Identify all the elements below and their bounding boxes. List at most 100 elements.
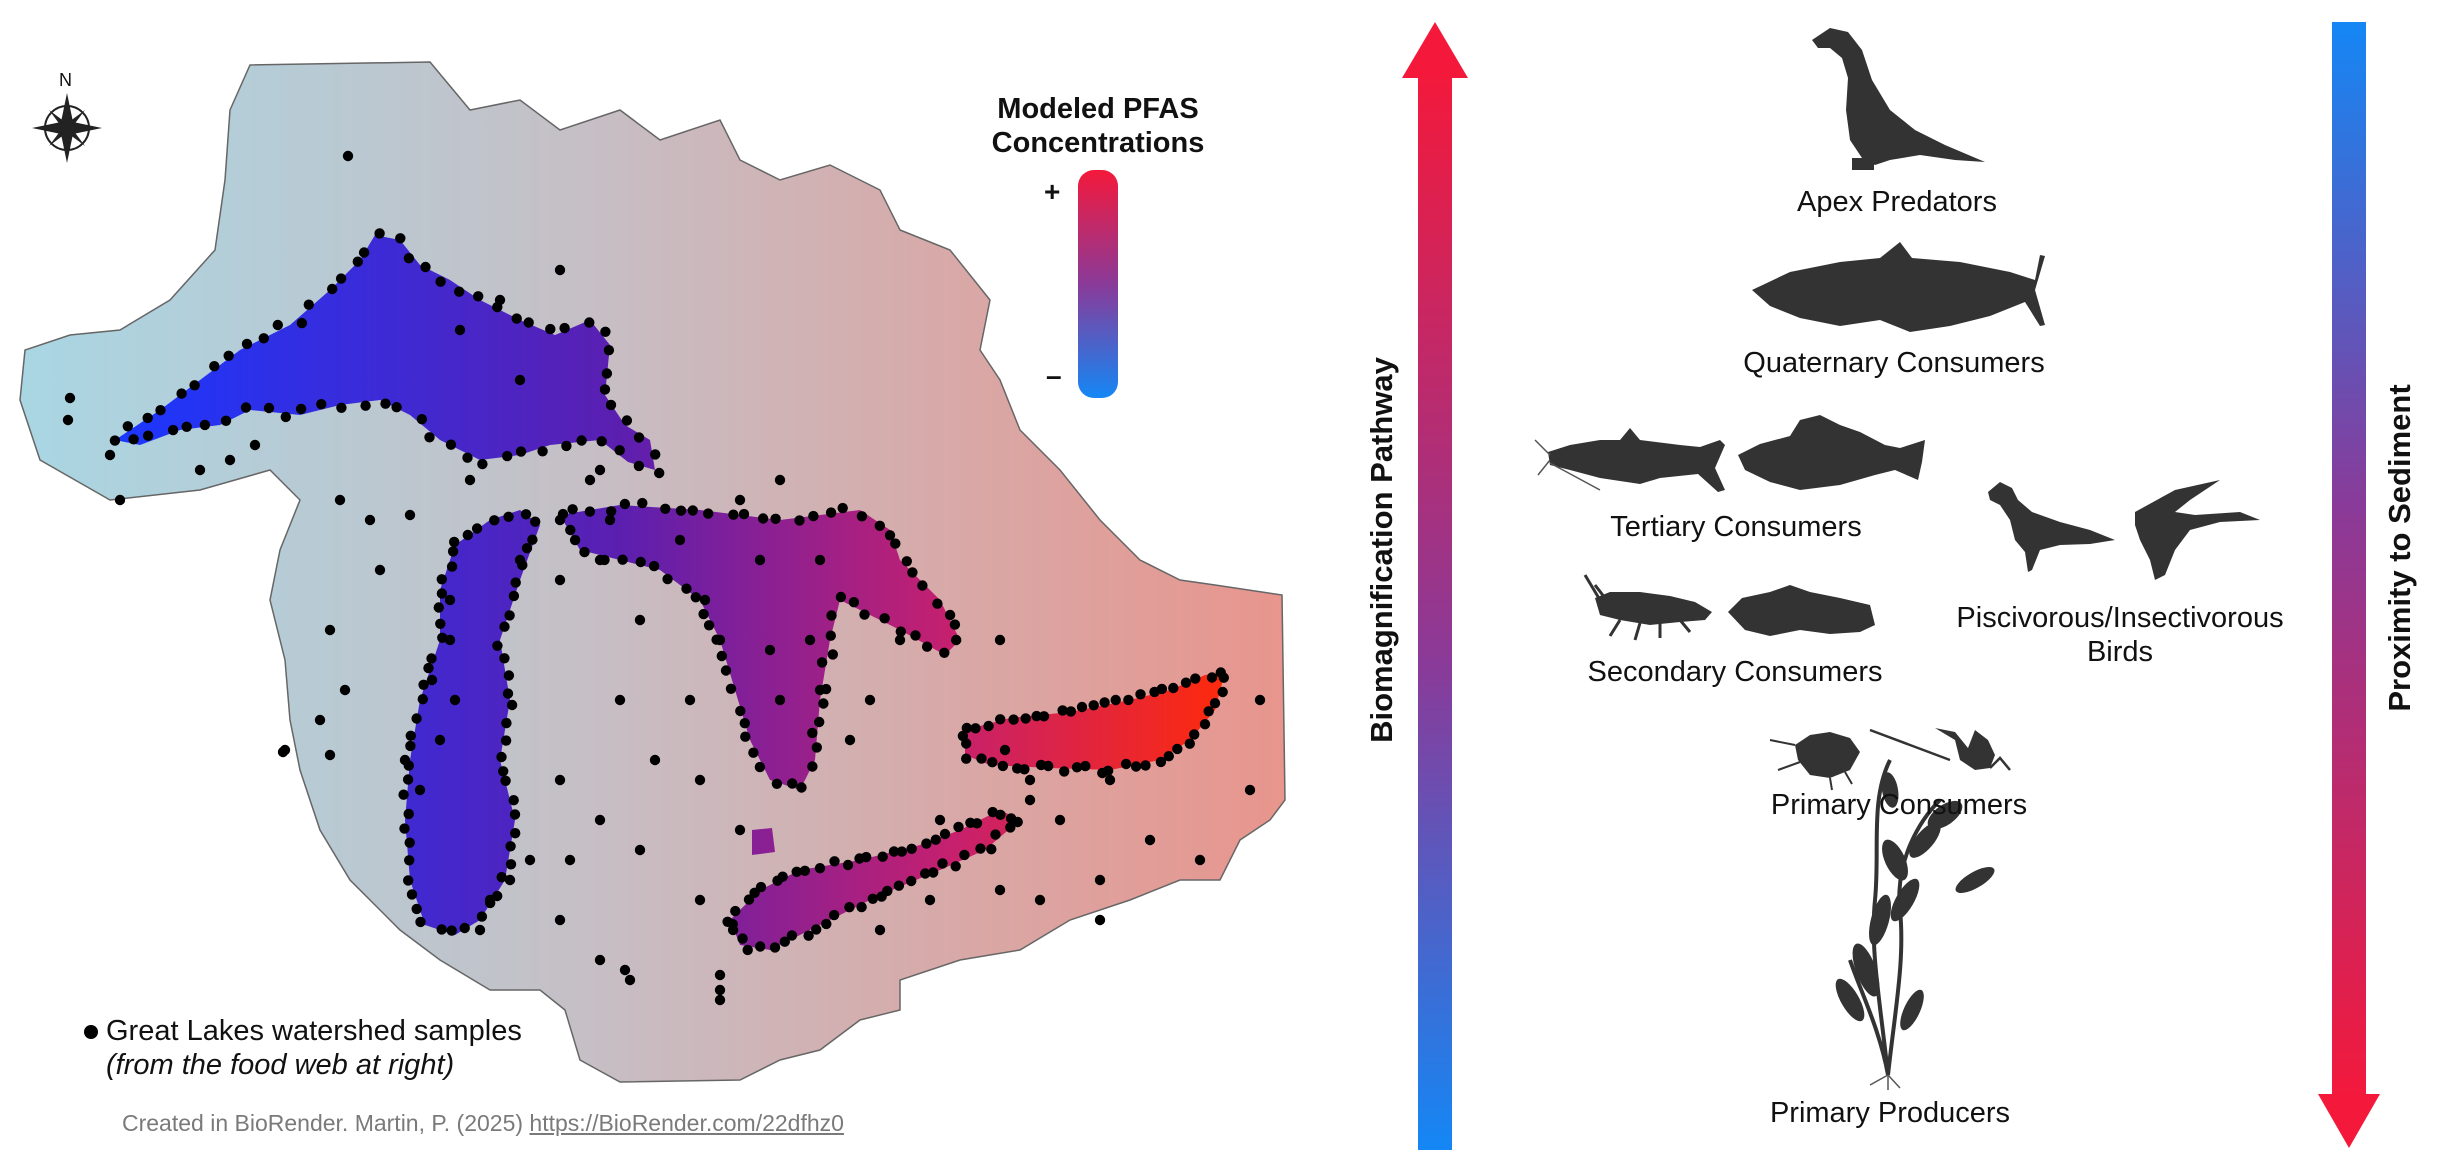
sample-point: [694, 774, 706, 786]
sample-point: [109, 435, 121, 446]
sample-point: [1144, 834, 1156, 846]
sample-point: [856, 511, 868, 522]
sample-point: [342, 150, 354, 162]
sample-point: [827, 649, 838, 660]
sample-point: [1012, 763, 1023, 774]
sample-point: [426, 674, 438, 686]
sample-point: [994, 634, 1006, 646]
sample-point: [953, 821, 964, 833]
lake-st-clair: [752, 828, 775, 855]
sample-point: [634, 614, 646, 626]
sample-point: [703, 508, 714, 519]
sample-point: [395, 233, 406, 244]
sample-point: [277, 746, 289, 758]
sample-point: [895, 626, 906, 637]
pfas-legend-minus: –: [1046, 360, 1062, 391]
pfas-gradient-bar: [1078, 170, 1118, 398]
sample-point: [476, 911, 488, 922]
sample-point: [1163, 751, 1175, 762]
sample-point: [296, 317, 308, 329]
sample-point: [725, 683, 737, 694]
sample-point: [604, 514, 616, 526]
sample-point: [971, 818, 983, 829]
sample-point: [787, 778, 798, 789]
sample-point: [565, 524, 576, 536]
sample-point: [811, 924, 822, 935]
sample-point: [433, 602, 444, 613]
sample-point: [567, 504, 578, 515]
sample-point: [224, 454, 236, 466]
sample-point: [1104, 774, 1116, 786]
sample-point: [403, 808, 414, 820]
sample-point: [420, 261, 431, 273]
sample-point: [499, 621, 510, 632]
sample-point: [735, 705, 746, 717]
sample-point: [814, 554, 826, 566]
sample-point: [1244, 784, 1256, 796]
sample-point: [596, 436, 607, 447]
sample-point: [324, 749, 336, 761]
sample-point: [374, 564, 386, 576]
sample-point: [1076, 701, 1088, 713]
sample-point: [949, 619, 961, 630]
sample-point: [1254, 694, 1266, 706]
sample-point: [1135, 689, 1146, 700]
sample-point: [435, 618, 446, 629]
sample-point: [459, 922, 470, 934]
sample-point: [399, 754, 411, 766]
sample-point: [303, 299, 314, 310]
sample-point: [1034, 894, 1046, 906]
sample-point: [334, 494, 346, 506]
sample-point: [554, 264, 566, 276]
sample-point: [496, 872, 507, 883]
sample-point: [167, 424, 179, 436]
tier-secondary-label: Secondary Consumers: [1587, 656, 1883, 688]
sample-point: [896, 846, 907, 857]
sample-point: [811, 742, 822, 753]
sample-point: [404, 855, 415, 866]
sample-point: [405, 730, 416, 741]
sample-point: [867, 893, 878, 904]
sample-point: [339, 684, 351, 696]
sample-point: [1184, 738, 1196, 749]
sample-point: [619, 964, 631, 976]
sample-point: [920, 868, 931, 879]
sample-point: [515, 446, 527, 457]
biomagnification-label: Biomagnification Pathway: [1364, 357, 1399, 743]
sample-point: [514, 554, 526, 566]
swallow-icon: [2135, 480, 2260, 580]
aquatic-plant-icon: [1835, 759, 1995, 1090]
credit-link[interactable]: https://BioRender.com/22dfhz0: [529, 1110, 844, 1136]
sample-point: [660, 503, 671, 514]
sample-point: [739, 718, 750, 729]
sample-point: [1005, 822, 1016, 833]
sample-point: [554, 514, 566, 526]
sample-point: [506, 699, 518, 711]
sample-point: [508, 590, 520, 602]
sample-point: [634, 844, 646, 856]
sample-point: [374, 228, 385, 239]
compass-north-label: N: [59, 70, 72, 90]
sample-point: [62, 414, 74, 426]
sample-point: [503, 670, 515, 681]
sample-legend-dot: [84, 1025, 98, 1039]
sample-point: [937, 858, 948, 869]
sample-point: [893, 880, 905, 891]
sample-point: [520, 509, 532, 520]
sample-point: [1054, 814, 1066, 826]
sample-point: [983, 720, 994, 732]
sample-point: [324, 624, 336, 636]
sample-point: [699, 594, 711, 606]
sample-point: [364, 514, 376, 526]
sample-point: [794, 515, 805, 526]
tier-apex-label: Apex Predators: [1797, 186, 1997, 218]
sample-point: [906, 875, 917, 887]
perch-icon: [1738, 415, 1925, 490]
sample-point: [716, 650, 727, 662]
sample-point: [864, 694, 876, 706]
goby-icon: [1728, 585, 1875, 636]
sample-point: [1180, 677, 1192, 688]
sample-point: [263, 402, 275, 414]
sample-point: [1190, 673, 1201, 684]
sample-point: [295, 403, 307, 415]
